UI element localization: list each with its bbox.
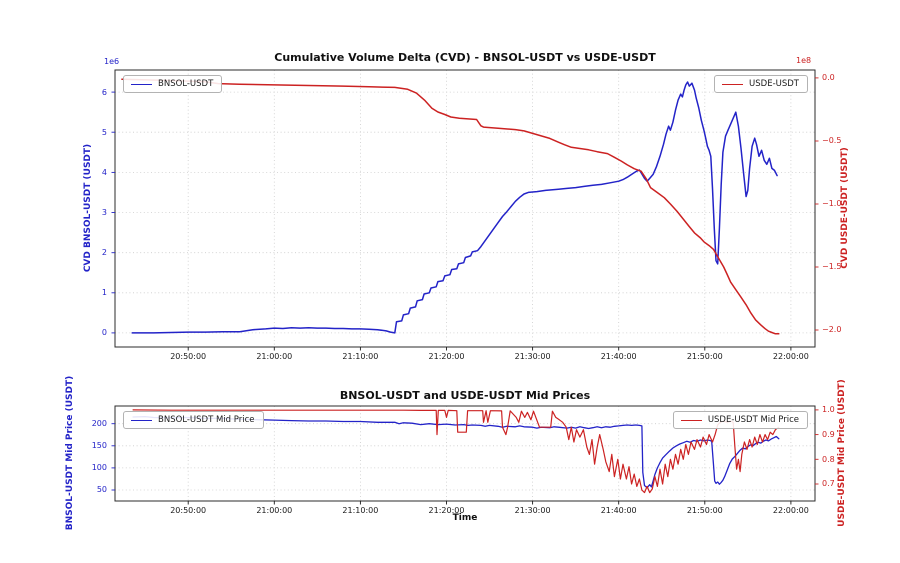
x-axis-label: Time — [452, 513, 478, 523]
y-left-tick-label: 6 — [101, 87, 107, 97]
y-right-tick-label: −2.0 — [822, 325, 842, 335]
cvd-right-axis-offset: 1e8 — [796, 56, 812, 65]
x-tick-label: 21:10:00 — [342, 506, 379, 515]
legend-right: USDE-USDT Mid Price — [672, 411, 808, 429]
legend-line-sample — [131, 419, 152, 421]
x-tick-label: 21:00:00 — [256, 352, 293, 361]
x-tick-label: 21:50:00 — [686, 352, 723, 361]
y-left-tick-label: 5 — [101, 127, 107, 137]
axes-spine — [114, 69, 816, 348]
legend-label: USDE-USDT — [749, 79, 799, 89]
series-bnsol-usdt-mid-price — [132, 415, 780, 489]
x-tick-label: 21:10:00 — [342, 352, 379, 361]
y-right-tick-label: −0.5 — [822, 136, 842, 146]
axes-spine — [114, 405, 816, 502]
y-right-tick-label: 0.0 — [822, 73, 835, 83]
y-right-tick-label: 0.8 — [822, 454, 835, 464]
x-tick-label: 21:30:00 — [514, 352, 551, 361]
y-left-tick-label: 3 — [101, 208, 107, 217]
legend-line-sample — [722, 83, 744, 85]
y-left-tick-label: 0 — [101, 328, 107, 338]
y-right-tick-label: 0.7 — [822, 479, 835, 489]
y-right-tick-label: 0.9 — [822, 430, 835, 440]
legend-right: USDE-USDT — [714, 75, 808, 93]
legend-left: BNSOL-USDT Mid Price — [123, 411, 264, 429]
price-left-axis-label: BNSOL-USDT Mid Price (USDT) — [65, 375, 75, 531]
x-tick-label: 21:40:00 — [600, 506, 637, 515]
legend-line-sample — [680, 419, 702, 421]
y-left-tick-label: 150 — [91, 441, 107, 451]
legend-left: BNSOL-USDT — [123, 75, 223, 93]
x-tick-label: 21:50:00 — [686, 506, 723, 515]
y-left-tick-label: 1 — [101, 288, 107, 298]
y-left-tick-label: 50 — [96, 485, 107, 495]
price-right-axis-label: USDE-USDT Mid Price (USDT) — [837, 379, 847, 527]
x-tick-label: 20:50:00 — [170, 506, 207, 515]
cvd-plot-area — [111, 69, 819, 351]
series-usde-usdt — [121, 78, 780, 335]
mid-price-chart-title: BNSOL-USDT and USDE-USDT Mid Prices — [339, 389, 591, 402]
x-tick-label: 21:30:00 — [514, 506, 551, 515]
x-tick-label: 21:20:00 — [428, 352, 465, 361]
x-tick-label: 22:00:00 — [772, 506, 809, 515]
legend-label: USDE-USDT Mid Price — [707, 415, 799, 425]
series-bnsol-usdt — [131, 81, 778, 334]
y-right-tick-label: −1.0 — [822, 199, 842, 209]
x-tick-label: 22:00:00 — [772, 352, 809, 361]
legend-label: BNSOL-USDT — [158, 79, 214, 89]
y-left-tick-label: 4 — [101, 167, 107, 177]
y-left-tick-label: 200 — [91, 419, 107, 429]
legend-line-sample — [131, 83, 152, 85]
x-tick-label: 21:40:00 — [600, 352, 637, 361]
y-left-tick-label: 2 — [101, 248, 107, 258]
cvd-chart-title: Cumulative Volume Delta (CVD) - BNSOL-US… — [274, 51, 656, 64]
legend-label: BNSOL-USDT Mid Price — [158, 415, 255, 425]
x-tick-label: 21:00:00 — [256, 506, 293, 515]
x-tick-label: 21:20:00 — [428, 506, 465, 515]
y-left-tick-label: 100 — [91, 463, 107, 473]
cvd-left-axis-offset: 1e6 — [104, 57, 120, 66]
x-tick-label: 20:50:00 — [170, 352, 207, 361]
y-right-tick-label: 1.0 — [822, 405, 835, 415]
y-right-tick-label: −1.5 — [822, 262, 842, 272]
